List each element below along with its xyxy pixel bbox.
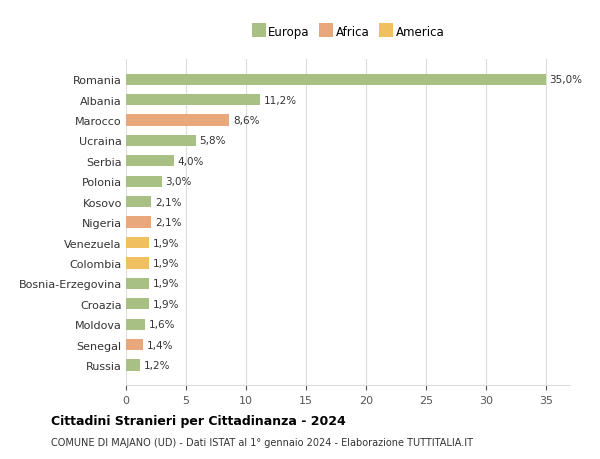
Text: 35,0%: 35,0%	[550, 75, 583, 85]
Text: 3,0%: 3,0%	[166, 177, 192, 187]
Bar	[126, 319, 145, 330]
Text: 1,9%: 1,9%	[152, 258, 179, 269]
Bar	[126, 135, 196, 147]
Text: 1,9%: 1,9%	[152, 279, 179, 289]
Bar	[126, 217, 151, 228]
Bar	[126, 258, 149, 269]
Text: 1,9%: 1,9%	[152, 299, 179, 309]
Text: 1,4%: 1,4%	[146, 340, 173, 350]
Bar	[126, 196, 151, 208]
Text: 1,6%: 1,6%	[149, 319, 175, 330]
Bar	[126, 359, 140, 371]
Text: Cittadini Stranieri per Cittadinanza - 2024: Cittadini Stranieri per Cittadinanza - 2…	[51, 414, 346, 428]
Text: 4,0%: 4,0%	[178, 157, 204, 167]
Text: 1,9%: 1,9%	[152, 238, 179, 248]
Bar	[126, 74, 546, 86]
Text: 2,1%: 2,1%	[155, 197, 181, 207]
Bar	[126, 339, 143, 350]
Text: COMUNE DI MAJANO (UD) - Dati ISTAT al 1° gennaio 2024 - Elaborazione TUTTITALIA.: COMUNE DI MAJANO (UD) - Dati ISTAT al 1°…	[51, 437, 473, 447]
Text: 11,2%: 11,2%	[264, 95, 297, 106]
Bar	[126, 176, 162, 187]
Bar	[126, 298, 149, 310]
Text: 2,1%: 2,1%	[155, 218, 181, 228]
Legend: Europa, Africa, America: Europa, Africa, America	[250, 23, 446, 41]
Bar	[126, 115, 229, 126]
Text: 5,8%: 5,8%	[199, 136, 226, 146]
Bar	[126, 278, 149, 289]
Bar	[126, 95, 260, 106]
Bar	[126, 156, 174, 167]
Text: 1,2%: 1,2%	[144, 360, 170, 370]
Text: 8,6%: 8,6%	[233, 116, 259, 126]
Bar	[126, 237, 149, 249]
